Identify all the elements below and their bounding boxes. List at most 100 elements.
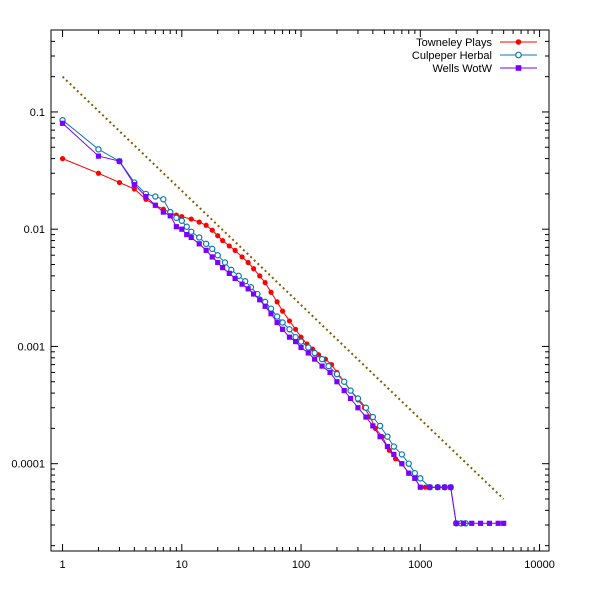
y-tick-label: 0.1 (30, 107, 45, 119)
data-point-circle (95, 170, 102, 176)
reference-dotted-line (61, 75, 505, 500)
data-point-square (179, 226, 185, 232)
data-point-square (312, 356, 318, 362)
data-point-circle (245, 259, 251, 266)
data-point-open-circle (178, 217, 186, 224)
data-point-square (152, 202, 158, 208)
data-point-open-circle (354, 395, 362, 402)
data-point-open-circle (214, 252, 221, 259)
data-point-square (347, 395, 354, 402)
data-point-square (196, 241, 202, 247)
data-point-square (427, 484, 433, 490)
y-tick-label: 0.01 (24, 224, 45, 236)
data-point-circle (188, 216, 194, 222)
data-point-square (257, 297, 263, 303)
data-point-square (279, 326, 286, 332)
data-point-circle (268, 289, 274, 295)
series-wells-wotw (59, 120, 507, 526)
data-point-square (188, 234, 194, 241)
series-line (62, 119, 466, 524)
data-point-open-circle (221, 259, 229, 266)
data-point-square (448, 484, 454, 490)
data-point-square (116, 158, 123, 164)
x-tick-label: 100 (292, 559, 310, 571)
data-point-square (370, 423, 376, 429)
data-point-square (384, 443, 391, 450)
series-group (59, 117, 507, 527)
data-point-open-circle (152, 193, 159, 200)
legend-label: Towneley Plays (416, 37, 492, 49)
data-point-circle (257, 273, 263, 279)
data-point-square (319, 363, 325, 369)
data-point-open-circle (376, 422, 384, 430)
data-point-circle (59, 156, 66, 162)
data-point-circle (279, 308, 286, 314)
data-point-open-circle (311, 349, 318, 357)
data-point-square (495, 520, 501, 526)
data-point-open-circle (305, 344, 312, 351)
legend-label: Wells WotW (433, 63, 493, 75)
data-point-circle (232, 247, 238, 253)
x-tick-label: 1000 (408, 559, 432, 571)
data-point-square (327, 369, 333, 376)
data-point-square (305, 350, 311, 356)
x-tick-label: 10000 (524, 559, 555, 571)
series-culpeper-herbal (59, 117, 469, 527)
data-point-open-circle (160, 196, 167, 203)
legend-label: Culpeper Herbal (412, 50, 492, 62)
data-point-open-circle (188, 228, 195, 236)
data-point-square (417, 484, 423, 490)
data-point-circle (515, 39, 522, 45)
y-tick-label: 0.0001 (11, 459, 45, 471)
reference-line (61, 75, 505, 500)
data-point-open-circle (369, 413, 377, 421)
data-point-circle (262, 280, 268, 286)
data-point-open-circle (318, 355, 326, 363)
data-point-circle (215, 233, 221, 239)
data-point-open-circle (515, 51, 522, 59)
data-point-square (268, 311, 274, 317)
data-point-square (486, 520, 493, 526)
data-point-circle (116, 179, 123, 186)
data-point-square (399, 461, 405, 467)
data-point-square (220, 265, 226, 271)
x-tick-label: 1 (59, 559, 65, 571)
data-point-square (203, 247, 209, 253)
data-point-square (239, 281, 245, 287)
data-point-square (262, 303, 268, 309)
data-point-square (391, 451, 397, 458)
data-point-open-circle (347, 387, 354, 394)
data-point-square (341, 388, 347, 394)
data-point-circle (293, 326, 299, 332)
data-point-open-circle (196, 234, 203, 241)
data-point-square (245, 286, 251, 292)
data-point-circle (209, 227, 215, 233)
data-point-square (298, 344, 304, 351)
data-point-open-circle (173, 214, 180, 222)
data-point-square (167, 213, 173, 219)
data-point-square (460, 520, 467, 526)
data-point-square (334, 379, 340, 385)
data-point-circle (203, 222, 209, 228)
data-point-open-circle (411, 469, 419, 477)
data-point-square (274, 319, 280, 326)
plot-frame (50, 29, 550, 552)
data-point-circle (298, 334, 304, 340)
data-point-circle (286, 318, 293, 324)
data-point-open-circle (417, 475, 424, 482)
data-point-open-circle (202, 240, 210, 248)
series-line (62, 122, 504, 524)
data-point-square (286, 334, 293, 340)
data-point-circle (196, 219, 202, 225)
data-point-circle (226, 243, 232, 249)
data-point-square (453, 520, 459, 526)
data-point-square (515, 65, 522, 71)
data-point-square (477, 520, 484, 526)
data-point-square (215, 259, 221, 266)
data-point-square (442, 484, 448, 490)
data-point-square (95, 153, 102, 159)
data-point-square (184, 231, 190, 238)
data-point-open-circle (390, 443, 398, 450)
data-point-square (355, 405, 361, 411)
data-point-square (160, 209, 166, 215)
